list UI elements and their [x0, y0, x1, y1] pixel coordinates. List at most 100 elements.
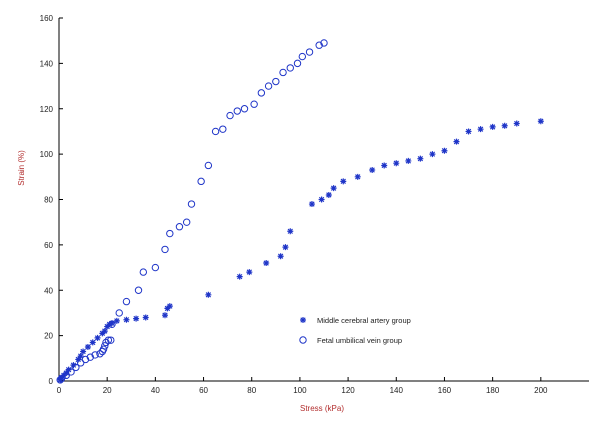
data-point-star — [77, 353, 84, 360]
data-point-star — [537, 118, 544, 125]
data-point-star — [405, 157, 412, 164]
data-point-star — [60, 372, 67, 379]
data-point-star — [164, 305, 171, 312]
x-tick-label: 100 — [293, 386, 307, 395]
data-point-star — [80, 348, 87, 355]
y-tick-label: 60 — [44, 241, 53, 250]
data-point-circle — [76, 359, 85, 367]
data-point-star — [133, 315, 140, 322]
data-point-star — [277, 253, 284, 260]
data-point-star — [84, 343, 91, 350]
x-ticks: 0 20 40 60 80 100 120 140 160 180 200 — [57, 377, 548, 395]
x-tick-label: 80 — [247, 386, 256, 395]
data-point-circle — [240, 105, 249, 113]
data-point-star — [162, 312, 168, 319]
data-point-circle — [107, 336, 115, 344]
data-point-star — [123, 316, 130, 323]
data-point-circle — [101, 342, 109, 350]
data-point-circle — [197, 177, 205, 186]
data-point-circle — [204, 161, 213, 170]
data-point-circle — [122, 297, 131, 306]
data-point-circle — [72, 363, 80, 372]
data-point-circle — [86, 353, 95, 361]
data-point-circle — [293, 59, 302, 68]
data-point-star — [99, 330, 106, 337]
data-point-star — [393, 160, 400, 167]
data-point-circle — [257, 89, 266, 97]
data-point-circle — [166, 229, 174, 238]
legend-marker-star — [300, 317, 306, 323]
legend-label-mca: Middle cerebral artery group — [317, 316, 411, 325]
data-point-star — [106, 321, 113, 328]
data-point-star — [318, 196, 325, 203]
data-point-star — [58, 374, 65, 381]
data-point-circle — [187, 200, 196, 208]
data-point-circle — [81, 355, 90, 364]
data-point-circle — [115, 309, 123, 317]
x-tick-label: 180 — [486, 386, 500, 395]
data-point-circle — [139, 268, 148, 276]
data-point-star — [109, 320, 115, 327]
data-point-star — [429, 151, 436, 158]
data-point-star — [101, 328, 108, 335]
legend-item-mca: Middle cerebral artery group — [300, 316, 411, 325]
legend-marker-circle — [299, 336, 307, 344]
data-point-circle — [96, 350, 104, 358]
data-point-star — [325, 191, 332, 198]
y-ticks: 0 20 40 60 80 100 120 140 160 — [40, 14, 63, 386]
data-point-star — [236, 273, 243, 280]
data-point-star — [477, 126, 484, 133]
y-tick-label: 140 — [40, 59, 54, 68]
data-point-star — [142, 314, 149, 321]
series-fuv — [56, 39, 328, 384]
data-point-star — [453, 138, 460, 145]
data-point-circle — [182, 218, 191, 226]
data-point-circle — [104, 336, 113, 344]
legend: Middle cerebral artery group Fetal umbil… — [299, 316, 411, 345]
data-point-circle — [286, 64, 294, 72]
y-tick-label: 80 — [44, 196, 53, 205]
x-tick-label: 120 — [341, 386, 355, 395]
data-point-circle — [56, 376, 64, 384]
data-point-circle — [211, 127, 220, 136]
series-mca — [57, 118, 544, 383]
data-point-circle — [161, 245, 169, 254]
data-point-star — [166, 303, 173, 310]
y-tick-label: 160 — [40, 14, 54, 23]
data-point-circle — [134, 286, 143, 294]
legend-star-marker — [300, 317, 306, 323]
data-point-star — [513, 120, 520, 127]
data-point-circle — [298, 52, 307, 61]
x-tick-label: 0 — [57, 386, 62, 395]
data-point-circle — [151, 263, 160, 272]
legend-item-fuv: Fetal umbilical vein group — [299, 336, 402, 345]
x-tick-label: 160 — [438, 386, 452, 395]
x-tick-label: 60 — [199, 386, 208, 395]
data-point-star — [369, 167, 376, 174]
data-point-circle — [102, 338, 110, 347]
data-point-star — [282, 244, 289, 251]
data-point-star — [263, 260, 270, 267]
data-point-star — [104, 323, 111, 330]
x-tick-label: 200 — [534, 386, 548, 395]
data-point-star — [441, 147, 448, 154]
data-point-star — [113, 317, 120, 324]
y-tick-label: 120 — [40, 105, 54, 114]
legend-label-fuv: Fetal umbilical vein group — [317, 336, 402, 345]
data-point-star — [354, 173, 361, 180]
data-point-star — [75, 356, 82, 363]
x-tick-label: 40 — [151, 386, 160, 395]
y-tick-label: 40 — [44, 286, 53, 295]
y-axis-label: Strain (%) — [17, 150, 26, 186]
x-axis-label: Stress (kPa) — [300, 404, 344, 413]
data-point-star — [330, 185, 337, 192]
data-point-circle — [219, 125, 227, 133]
data-point-circle — [250, 100, 258, 108]
data-point-star — [94, 334, 101, 341]
data-point-circle — [279, 68, 287, 77]
data-point-star — [501, 122, 508, 129]
data-point-star — [308, 201, 315, 208]
data-point-circle — [62, 371, 70, 380]
data-point-circle — [175, 223, 184, 231]
